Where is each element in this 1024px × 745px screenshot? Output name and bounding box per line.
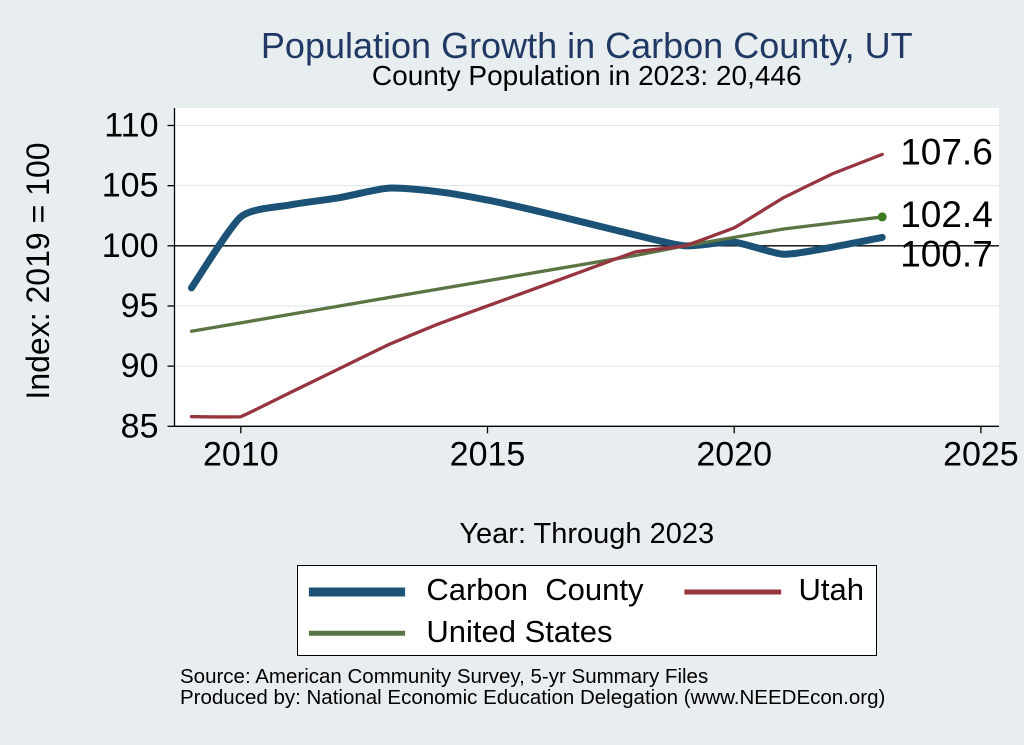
svg-text:2015: 2015: [450, 435, 526, 473]
svg-text:102.4: 102.4: [900, 194, 993, 235]
svg-text:95: 95: [121, 287, 159, 325]
svg-text:90: 90: [121, 347, 159, 385]
svg-text:105: 105: [102, 167, 159, 205]
svg-text:2010: 2010: [203, 435, 279, 473]
svg-text:107.6: 107.6: [900, 131, 993, 172]
svg-text:100.7: 100.7: [900, 233, 993, 274]
svg-text:85: 85: [121, 407, 159, 445]
svg-text:2025: 2025: [943, 435, 1019, 473]
svg-text:100: 100: [102, 227, 159, 265]
svg-text:2020: 2020: [696, 435, 772, 473]
svg-text:110: 110: [104, 107, 158, 145]
